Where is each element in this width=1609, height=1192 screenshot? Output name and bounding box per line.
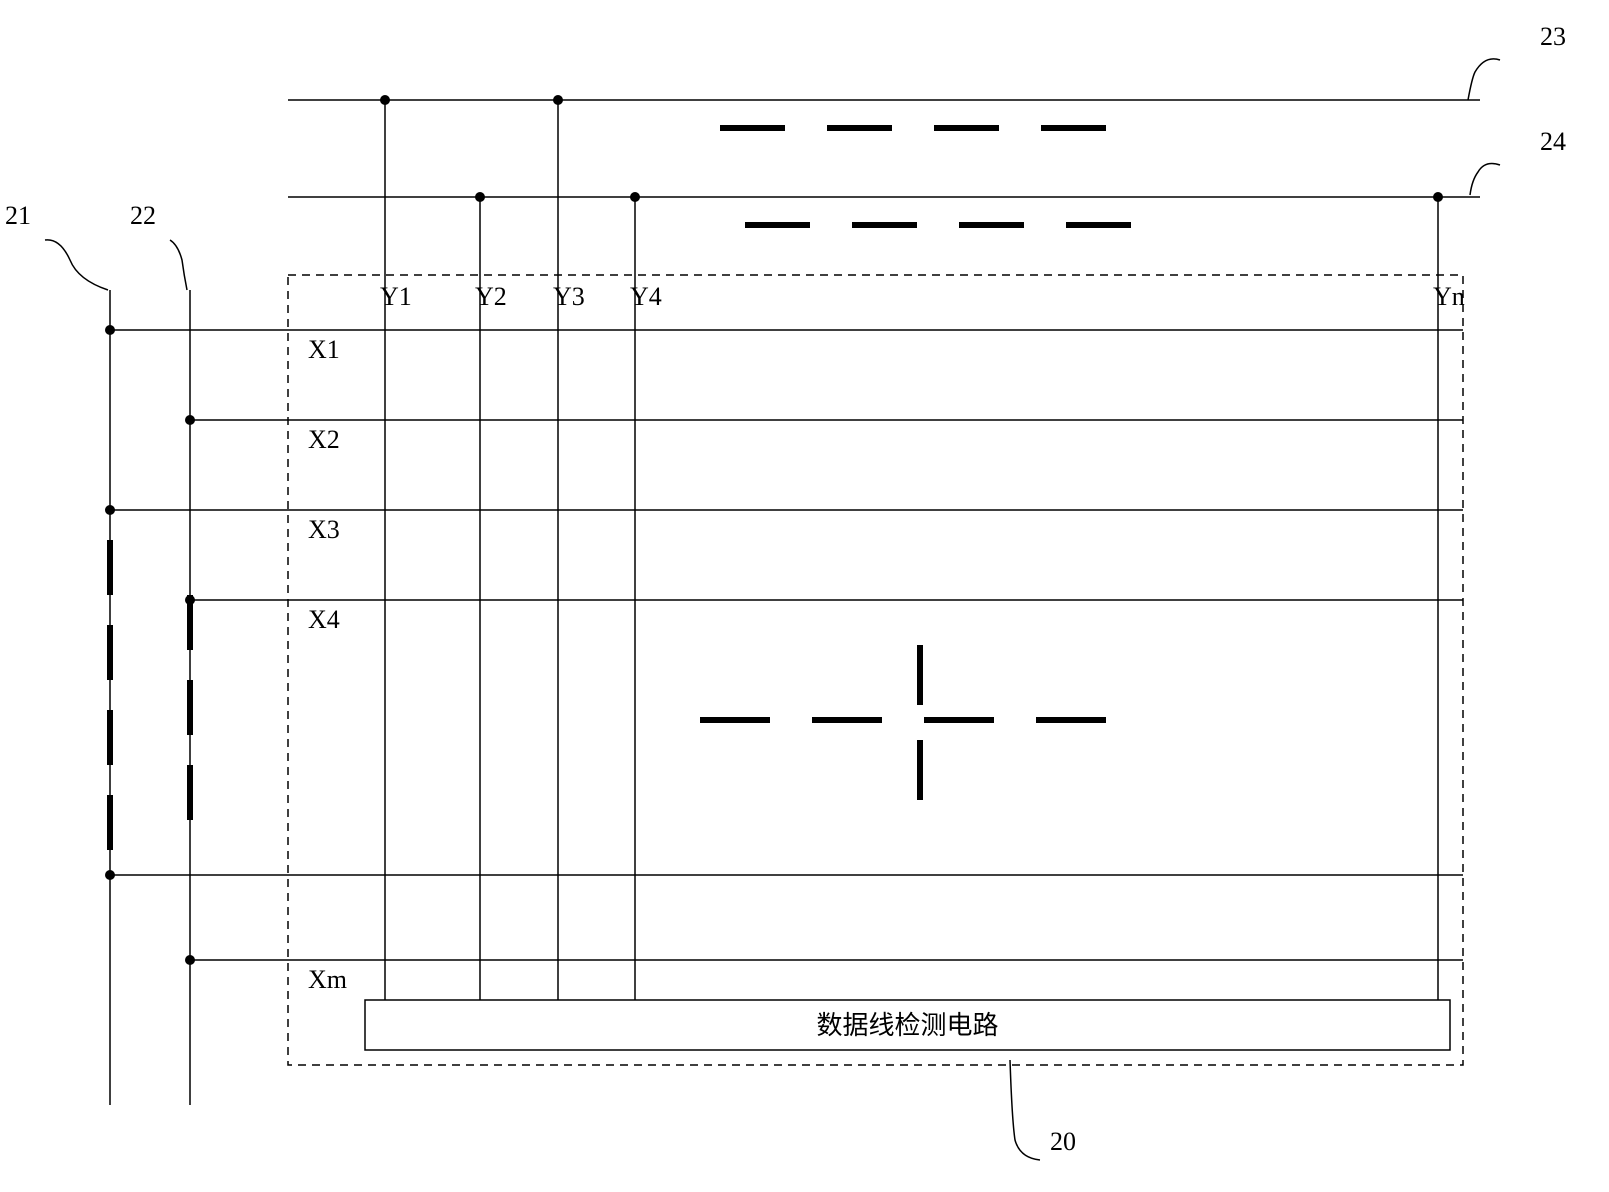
svg-text:X1: X1 — [308, 335, 340, 364]
svg-text:Yn: Yn — [1433, 282, 1465, 311]
svg-text:Y3: Y3 — [553, 282, 585, 311]
svg-text:Xm: Xm — [308, 965, 347, 994]
circuit-diagram: Y1 Y2 Y3 Y4 Yn X1 X2 X3 X4 Xm 数据线检测电路 23 24 21 22 20 — [0, 0, 1609, 1192]
svg-text:24: 24 — [1540, 127, 1566, 156]
svg-text:23: 23 — [1540, 22, 1566, 51]
svg-text:X3: X3 — [308, 515, 340, 544]
svg-text:Y4: Y4 — [630, 282, 662, 311]
svg-text:20: 20 — [1050, 1127, 1076, 1156]
svg-text:X2: X2 — [308, 425, 340, 454]
svg-text:数据线检测电路: 数据线检测电路 — [816, 1011, 998, 1040]
svg-text:X4: X4 — [308, 605, 340, 634]
svg-text:Y1: Y1 — [380, 282, 412, 311]
svg-text:22: 22 — [130, 201, 156, 230]
svg-text:Y2: Y2 — [475, 282, 507, 311]
svg-text:21: 21 — [5, 201, 31, 230]
